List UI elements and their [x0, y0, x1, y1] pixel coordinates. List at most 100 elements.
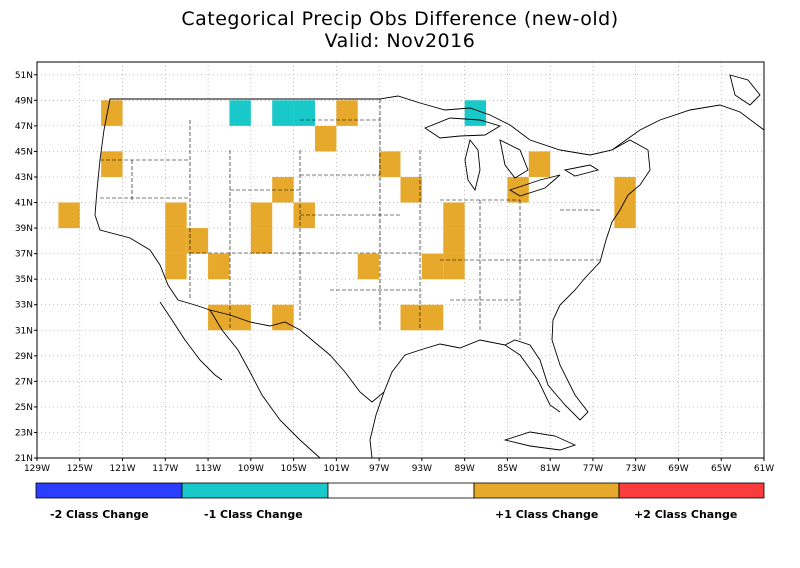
difference-cell [229, 304, 251, 331]
difference-cell [614, 202, 636, 229]
lon-tick-label: 77W [583, 464, 603, 474]
difference-cell [528, 151, 551, 177]
longitude-labels: 129W 125W 121W 117W 113W 109W 105W 101W 97W 93W 89… [24, 458, 774, 474]
lon-tick-label: 117W [152, 464, 178, 474]
difference-cell [208, 253, 230, 280]
difference-cell [293, 100, 315, 126]
cuba [503, 431, 577, 451]
lake-superior [424, 117, 502, 139]
difference-cell [614, 176, 636, 203]
lon-tick-label: 85W [497, 464, 517, 474]
lat-tick-label: 43N [15, 173, 33, 183]
legend-swatch-zero [327, 482, 475, 499]
difference-cell [250, 202, 273, 229]
legend-label-plus2: +2 Class Change [634, 508, 738, 521]
lon-tick-label: 129W [24, 464, 50, 474]
lon-tick-label: 73W [626, 464, 646, 474]
us-outline [94, 95, 651, 421]
lon-tick-label: 69W [668, 464, 688, 474]
legend-swatch-plus1 [473, 482, 620, 499]
legend-label-minus1: -1 Class Change [204, 508, 303, 521]
difference-cell [208, 304, 230, 331]
lon-tick-label: 101W [323, 464, 349, 474]
difference-cell [165, 228, 187, 254]
baja-outline [159, 301, 223, 381]
map-subtitle: Valid: Nov2016 [324, 30, 476, 52]
lon-tick-label: 89W [454, 464, 474, 474]
difference-cell [379, 151, 401, 177]
map-frame [37, 62, 764, 458]
difference-cells [58, 100, 636, 331]
canada-east-coast [611, 104, 765, 151]
difference-cell [58, 202, 80, 229]
state-lines-east [440, 199, 600, 340]
lon-tick-label: 97W [369, 464, 389, 474]
state-borders [100, 99, 600, 340]
difference-cell [165, 253, 187, 280]
difference-cell [272, 176, 294, 203]
difference-cell [165, 202, 187, 229]
lon-tick-label: 81W [540, 464, 560, 474]
difference-cell [101, 151, 123, 177]
difference-cell [336, 100, 358, 126]
lat-tick-label: 35N [15, 275, 33, 285]
lon-tick-label: 125W [67, 464, 93, 474]
lat-tick-label: 21N [15, 454, 33, 464]
state-lines-west [100, 120, 301, 330]
lon-tick-label: 121W [109, 464, 135, 474]
lon-tick-label: 109W [238, 464, 264, 474]
lat-tick-label: 47N [15, 122, 33, 132]
map-title: Categorical Precip Obs Difference (new-o… [181, 8, 619, 30]
difference-cell [357, 253, 380, 280]
difference-cell [421, 304, 444, 331]
difference-cell [443, 228, 465, 254]
difference-cell [314, 125, 337, 152]
legend-bar [35, 482, 765, 499]
difference-cell [507, 176, 529, 203]
difference-cell [421, 253, 444, 280]
difference-cell [443, 253, 465, 280]
difference-cell [186, 228, 209, 254]
legend-swatch-minus2 [35, 482, 183, 499]
legend-swatch-plus2 [618, 482, 765, 499]
difference-cell [443, 202, 465, 229]
legend-swatch-minus1 [181, 482, 329, 499]
latitude-labels: 21N 23N 25N 27N 29N 31N 33N 35N 37N 39N 41N 43N 45N 4… [15, 71, 37, 464]
difference-cell [293, 202, 315, 229]
difference-cell [229, 100, 251, 126]
lat-tick-label: 37N [15, 250, 33, 260]
lat-tick-label: 45N [15, 147, 33, 157]
state-lines-central [300, 99, 421, 330]
difference-cell [250, 228, 273, 254]
difference-cell [400, 304, 422, 331]
difference-cell [272, 100, 294, 126]
lat-tick-label: 49N [15, 96, 33, 106]
lat-tick-label: 39N [15, 224, 33, 234]
mexico-gulf-coast [369, 391, 385, 459]
lake-huron [499, 139, 529, 179]
lake-michigan [464, 139, 481, 192]
newfoundland [729, 74, 761, 106]
lon-tick-label: 61W [754, 464, 774, 474]
lat-tick-label: 25N [15, 403, 33, 413]
lat-tick-label: 27N [15, 377, 33, 387]
legend-label-plus1: +1 Class Change [495, 508, 599, 521]
lon-tick-label: 113W [195, 464, 221, 474]
lat-tick-label: 31N [15, 326, 33, 336]
difference-cell [272, 304, 294, 331]
lon-tick-label: 65W [711, 464, 731, 474]
lat-tick-label: 23N [15, 428, 33, 438]
coastlines [94, 74, 765, 459]
difference-cell [464, 100, 487, 126]
lat-tick-label: 33N [15, 301, 33, 311]
lat-tick-label: 51N [15, 71, 33, 81]
lat-tick-label: 29N [15, 352, 33, 362]
florida-outline [504, 344, 561, 413]
difference-cell [400, 176, 422, 203]
lake-erie [508, 174, 561, 197]
lake-ontario [563, 164, 600, 177]
difference-cell [101, 100, 123, 126]
lon-tick-label: 93W [412, 464, 432, 474]
lat-tick-label: 41N [15, 199, 33, 209]
